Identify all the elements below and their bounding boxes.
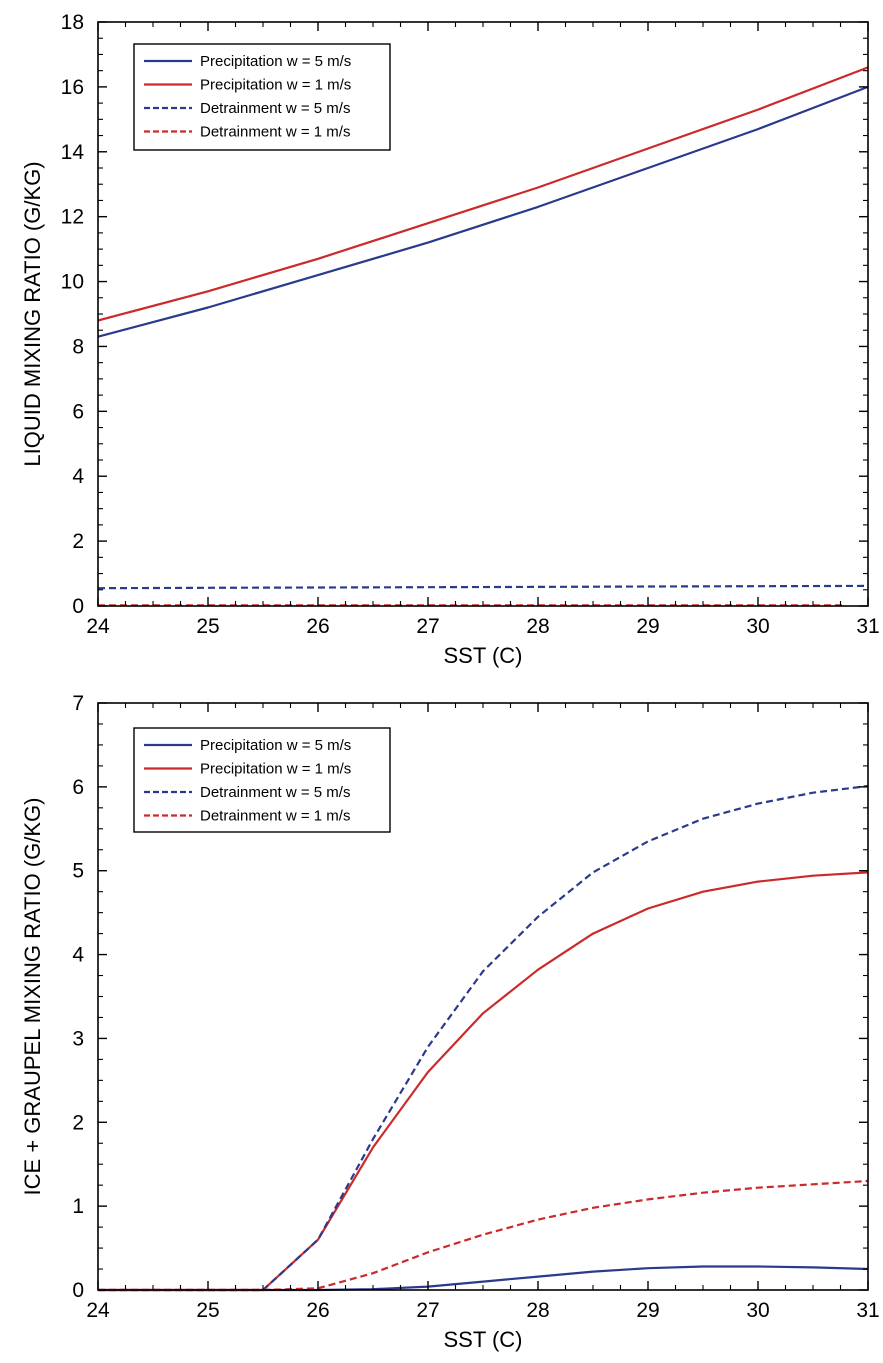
legend: Precipitation w = 5 m/s Precipitation w =… xyxy=(133,727,391,833)
x-tick-label: 31 xyxy=(856,1299,879,1322)
y-tick-label: 4 xyxy=(72,465,84,488)
tick-labels: 24 25 26 27 28 29 30 31 0 1 2 3 4 5 6 7 xyxy=(72,692,879,1322)
x-tick-label: 30 xyxy=(746,1299,769,1322)
axis-ticks xyxy=(97,702,869,1291)
y-tick-label: 12 xyxy=(61,206,84,229)
x-tick-label: 25 xyxy=(196,615,219,638)
x-tick-label: 29 xyxy=(636,615,659,638)
ice-graupel-mixing-ratio-chart: 24 25 26 27 28 29 30 31 0 1 2 3 4 5 6 7 SST (C) ICE + G… xyxy=(20,692,880,1352)
legend-label-0: Precipitation w = 5 m/s xyxy=(200,737,351,754)
x-tick-label: 26 xyxy=(306,1299,329,1322)
y-tick-label: 1 xyxy=(72,1195,84,1218)
x-tick-label: 31 xyxy=(856,615,879,638)
legend-label-1: Precipitation w = 1 m/s xyxy=(200,761,351,778)
series-line-3 xyxy=(98,1179,869,1292)
x-tick-label: 24 xyxy=(86,615,110,638)
y-tick-label: 18 xyxy=(61,11,84,34)
series-line-1 xyxy=(97,66,869,322)
series-line-2 xyxy=(98,784,869,1292)
legend-label-3: Detrainment w = 1 m/s xyxy=(200,808,350,825)
x-tick-label: 28 xyxy=(526,615,549,638)
x-axis-label: SST (C) xyxy=(443,1327,522,1352)
x-tick-label: 27 xyxy=(416,1299,439,1322)
axis-ticks xyxy=(97,21,869,607)
y-tick-label: 7 xyxy=(72,692,84,715)
series-line-2 xyxy=(97,584,869,590)
y-tick-label: 0 xyxy=(72,595,84,618)
y-tick-label: 0 xyxy=(72,1279,84,1302)
y-tick-label: 10 xyxy=(61,271,84,294)
y-tick-label: 8 xyxy=(72,335,84,358)
series-line-1 xyxy=(98,871,869,1292)
y-tick-label: 2 xyxy=(72,530,84,553)
y-tick-label: 5 xyxy=(72,860,84,883)
x-tick-label: 24 xyxy=(86,1299,110,1322)
x-tick-label: 27 xyxy=(416,615,439,638)
x-tick-label: 29 xyxy=(636,1299,659,1322)
x-tick-label: 30 xyxy=(746,615,769,638)
x-tick-label: 25 xyxy=(196,1299,219,1322)
x-axis-label: SST (C) xyxy=(443,643,522,668)
y-tick-label: 14 xyxy=(61,141,85,164)
y-axis-label: ICE + GRAUPEL MIXING RATIO (G/KG) xyxy=(20,798,45,1196)
y-tick-label: 16 xyxy=(61,76,84,99)
plot-lines xyxy=(98,784,869,1292)
y-axis-label: LIQUID MIXING RATIO (G/KG) xyxy=(20,161,45,466)
legend-label-1: Precipitation w = 1 m/s xyxy=(200,77,351,94)
legend-label-2: Detrainment w = 5 m/s xyxy=(200,100,350,117)
series-line-0 xyxy=(97,85,869,338)
legend: Precipitation w = 5 m/s Precipitation w =… xyxy=(133,43,391,151)
y-tick-label: 3 xyxy=(72,1027,84,1050)
y-tick-label: 6 xyxy=(72,400,84,423)
y-tick-label: 6 xyxy=(72,776,84,799)
legend-label-3: Detrainment w = 1 m/s xyxy=(200,124,350,141)
legend-label-2: Detrainment w = 5 m/s xyxy=(200,784,350,801)
y-tick-label: 2 xyxy=(72,1111,84,1134)
legend-label-0: Precipitation w = 5 m/s xyxy=(200,53,351,70)
x-tick-label: 28 xyxy=(526,1299,549,1322)
y-tick-label: 4 xyxy=(72,944,84,967)
x-tick-label: 26 xyxy=(306,615,329,638)
